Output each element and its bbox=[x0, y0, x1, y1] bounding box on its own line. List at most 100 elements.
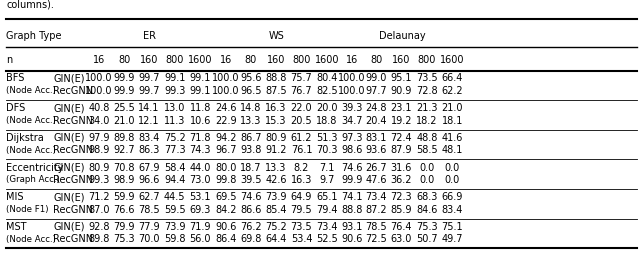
Text: 9.7: 9.7 bbox=[319, 175, 335, 185]
Text: 53.1: 53.1 bbox=[189, 192, 211, 202]
Text: 100.0: 100.0 bbox=[339, 74, 365, 83]
Text: RecGNN: RecGNN bbox=[53, 145, 93, 155]
Text: 800: 800 bbox=[166, 54, 184, 64]
Text: 66.9: 66.9 bbox=[442, 192, 463, 202]
Text: 85.4: 85.4 bbox=[265, 205, 287, 215]
Text: 7.1: 7.1 bbox=[319, 163, 335, 173]
Text: 96.7: 96.7 bbox=[215, 145, 237, 155]
Text: 16.3: 16.3 bbox=[265, 103, 287, 113]
Text: 16: 16 bbox=[346, 54, 358, 64]
Text: 93.1: 93.1 bbox=[341, 222, 363, 232]
Text: 73.0: 73.0 bbox=[189, 175, 211, 185]
Text: 87.0: 87.0 bbox=[88, 205, 110, 215]
Text: Graph Type: Graph Type bbox=[6, 31, 62, 41]
Text: 97.7: 97.7 bbox=[365, 86, 387, 96]
Text: 80.0: 80.0 bbox=[215, 163, 237, 173]
Text: 64.4: 64.4 bbox=[265, 234, 287, 244]
Text: 73.5: 73.5 bbox=[291, 222, 312, 232]
Text: 75.3: 75.3 bbox=[416, 222, 438, 232]
Text: GIN(E): GIN(E) bbox=[53, 192, 84, 202]
Text: 84.2: 84.2 bbox=[215, 205, 237, 215]
Text: 98.9: 98.9 bbox=[88, 145, 110, 155]
Text: 18.2: 18.2 bbox=[416, 116, 438, 126]
Text: 73.4: 73.4 bbox=[316, 222, 338, 232]
Text: 160: 160 bbox=[392, 54, 410, 64]
Text: 62.2: 62.2 bbox=[442, 86, 463, 96]
Text: 97.9: 97.9 bbox=[88, 133, 110, 143]
Text: 98.9: 98.9 bbox=[113, 175, 135, 185]
Text: 78.5: 78.5 bbox=[365, 222, 387, 232]
Text: 74.1: 74.1 bbox=[341, 192, 363, 202]
Text: 85.9: 85.9 bbox=[390, 205, 412, 215]
Text: 24.6: 24.6 bbox=[215, 103, 237, 113]
Text: 16: 16 bbox=[93, 54, 106, 64]
Text: 72.5: 72.5 bbox=[365, 234, 387, 244]
Text: 79.9: 79.9 bbox=[113, 222, 135, 232]
Text: 10.6: 10.6 bbox=[189, 116, 211, 126]
Text: RecGNN: RecGNN bbox=[53, 116, 93, 126]
Text: 96.6: 96.6 bbox=[138, 175, 160, 185]
Text: 14.8: 14.8 bbox=[240, 103, 262, 113]
Text: 0.0: 0.0 bbox=[445, 175, 460, 185]
Text: 61.2: 61.2 bbox=[291, 133, 312, 143]
Text: (Node Acc.): (Node Acc.) bbox=[6, 235, 56, 244]
Text: GIN(E): GIN(E) bbox=[53, 222, 84, 232]
Text: 76.1: 76.1 bbox=[291, 145, 312, 155]
Text: 12.1: 12.1 bbox=[138, 116, 160, 126]
Text: 80.9: 80.9 bbox=[265, 133, 287, 143]
Text: RecGNN: RecGNN bbox=[53, 175, 93, 185]
Text: 22.0: 22.0 bbox=[291, 103, 312, 113]
Text: 72.4: 72.4 bbox=[390, 133, 412, 143]
Text: 70.0: 70.0 bbox=[138, 234, 160, 244]
Text: 11.3: 11.3 bbox=[164, 116, 186, 126]
Text: 95.1: 95.1 bbox=[390, 74, 412, 83]
Text: GIN(E): GIN(E) bbox=[53, 163, 84, 173]
Text: 88.8: 88.8 bbox=[265, 74, 287, 83]
Text: 80.9: 80.9 bbox=[88, 163, 110, 173]
Text: 99.7: 99.7 bbox=[138, 86, 160, 96]
Text: 25.5: 25.5 bbox=[113, 103, 135, 113]
Text: 48.1: 48.1 bbox=[442, 145, 463, 155]
Text: 68.3: 68.3 bbox=[416, 192, 438, 202]
Text: 13.3: 13.3 bbox=[265, 163, 287, 173]
Text: Delaunay: Delaunay bbox=[379, 31, 426, 41]
Text: 99.1: 99.1 bbox=[189, 74, 211, 83]
Text: 78.5: 78.5 bbox=[138, 205, 160, 215]
Text: 100.0: 100.0 bbox=[212, 74, 239, 83]
Text: 99.9: 99.9 bbox=[341, 175, 363, 185]
Text: 40.8: 40.8 bbox=[88, 103, 110, 113]
Text: 71.8: 71.8 bbox=[189, 133, 211, 143]
Text: 20.5: 20.5 bbox=[291, 116, 312, 126]
Text: 21.0: 21.0 bbox=[113, 116, 135, 126]
Text: 41.6: 41.6 bbox=[442, 133, 463, 143]
Text: 90.6: 90.6 bbox=[215, 222, 237, 232]
Text: 21.3: 21.3 bbox=[416, 103, 438, 113]
Text: 87.9: 87.9 bbox=[390, 145, 412, 155]
Text: 69.3: 69.3 bbox=[189, 205, 211, 215]
Text: 1600: 1600 bbox=[188, 54, 212, 64]
Text: n: n bbox=[6, 54, 13, 64]
Text: (Node Acc.): (Node Acc.) bbox=[6, 146, 56, 155]
Text: 70.8: 70.8 bbox=[113, 163, 135, 173]
Text: 71.2: 71.2 bbox=[88, 192, 110, 202]
Text: 99.3: 99.3 bbox=[88, 175, 110, 185]
Text: 59.9: 59.9 bbox=[113, 192, 135, 202]
Text: 73.9: 73.9 bbox=[265, 192, 287, 202]
Text: 80: 80 bbox=[244, 54, 257, 64]
Text: 69.5: 69.5 bbox=[215, 192, 237, 202]
Text: 0.0: 0.0 bbox=[445, 163, 460, 173]
Text: (Node Acc.): (Node Acc.) bbox=[6, 116, 56, 125]
Text: 18.8: 18.8 bbox=[316, 116, 338, 126]
Text: 100.0: 100.0 bbox=[339, 86, 365, 96]
Text: 70.3: 70.3 bbox=[316, 145, 338, 155]
Text: 87.5: 87.5 bbox=[265, 86, 287, 96]
Text: 18.7: 18.7 bbox=[240, 163, 262, 173]
Text: 13.0: 13.0 bbox=[164, 103, 186, 113]
Text: 22.9: 22.9 bbox=[215, 116, 237, 126]
Text: 95.6: 95.6 bbox=[240, 74, 262, 83]
Text: 800: 800 bbox=[418, 54, 436, 64]
Text: 99.3: 99.3 bbox=[164, 86, 186, 96]
Text: 86.6: 86.6 bbox=[240, 205, 262, 215]
Text: 24.8: 24.8 bbox=[365, 103, 387, 113]
Text: 98.6: 98.6 bbox=[341, 145, 363, 155]
